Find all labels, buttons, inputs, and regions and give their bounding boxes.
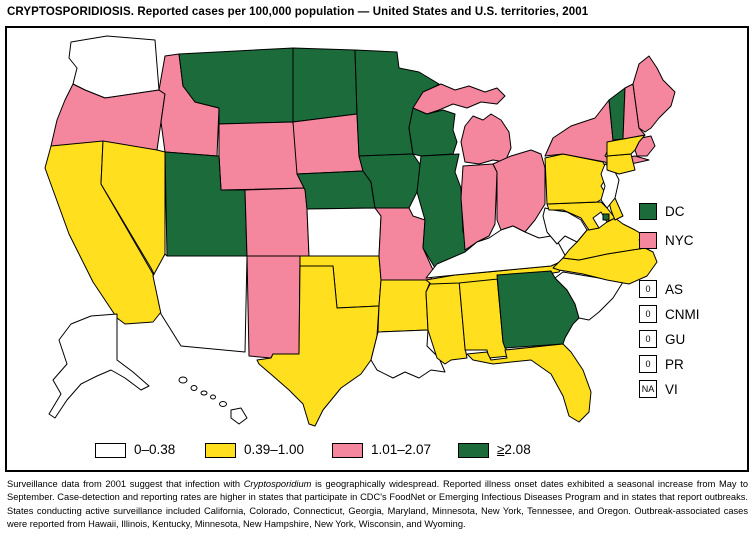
state-wyoming [218,121,306,191]
figure-footnote: Surveillance data from 2001 suggest that… [7,478,748,532]
range-swatch-1 [205,443,236,458]
state-alaska [48,313,150,419]
state-hawaii-island-5 [219,401,227,407]
territory-value-box-gu: 0 [639,330,657,348]
state-new-hampshire [622,83,646,140]
state-connecticut [606,153,636,175]
nyc-legend-swatch [639,232,657,249]
state-hawaii-island-3 [200,390,208,396]
range-label-0: 0–0.38 [134,442,176,457]
state-nebraska [296,170,376,210]
territory-value-box-pr: 0 [639,355,657,373]
state-arizona [152,253,248,353]
dc-legend-label: DC [665,204,685,219]
state-pennsylvania [544,153,610,205]
state-ohio [492,149,546,233]
state-south-dakota [292,113,364,175]
state-arkansas [377,279,432,333]
state-michigan-lower-peninsula [460,113,512,165]
state-west-virginia [542,207,588,245]
state-georgia [496,270,580,349]
state-hawaii-island-6 [230,407,248,425]
range-label-2: 1.01–2.07 [371,442,432,457]
state-wisconsin [408,107,458,157]
state-michigan-upper-peninsula [412,83,506,115]
territory-value-box-as: 0 [639,280,657,298]
state-hawaii-island-2 [190,385,198,391]
range-label-1: 0.39–1.00 [244,442,305,457]
state-louisiana [370,329,446,379]
state-florida [466,343,592,423]
range-swatch-3 [458,443,489,458]
range-swatch-2 [332,443,363,458]
state-hawaii-island-1 [178,376,188,384]
nyc-legend-label: NYC [665,233,694,248]
territory-label-vi: VI [665,382,678,397]
territory-value-box-vi: NA [639,380,657,398]
state-colorado [244,187,310,257]
state-south-carolina [554,271,624,321]
state-maine [632,55,676,133]
territory-label-as: AS [665,282,684,297]
range-swatch-0 [95,443,126,458]
territory-label-gu: GU [665,332,686,347]
map-frame: DC NYC 0 AS 0 CNMI 0 GU 0 PR NA VI 0–0.3… [5,26,749,472]
territory-label-pr: PR [665,357,684,372]
figure-title: CRYPTOSPORIDIOSIS. Reported cases per 10… [7,6,589,18]
range-label-3: ≥2.08 [497,442,531,457]
state-kansas [306,207,382,257]
footnote-italic-term: Cryptosporidium [243,479,312,489]
state-new-mexico [246,255,301,359]
footnote-pre: Surveillance data from 2001 suggest that… [7,479,244,489]
state-district-of-columbia-marker [602,213,610,221]
footnote-post: is geographically widespread. Reported i… [7,479,748,530]
us-choropleth-map [44,35,676,427]
state-north-dakota [292,47,358,123]
territory-label-cnmi: CNMI [665,307,700,322]
gte-symbol: ≥ [497,442,505,457]
state-hawaii-island-4 [210,394,216,400]
dc-legend-swatch [639,203,657,220]
territory-value-box-cnmi: 0 [639,305,657,323]
